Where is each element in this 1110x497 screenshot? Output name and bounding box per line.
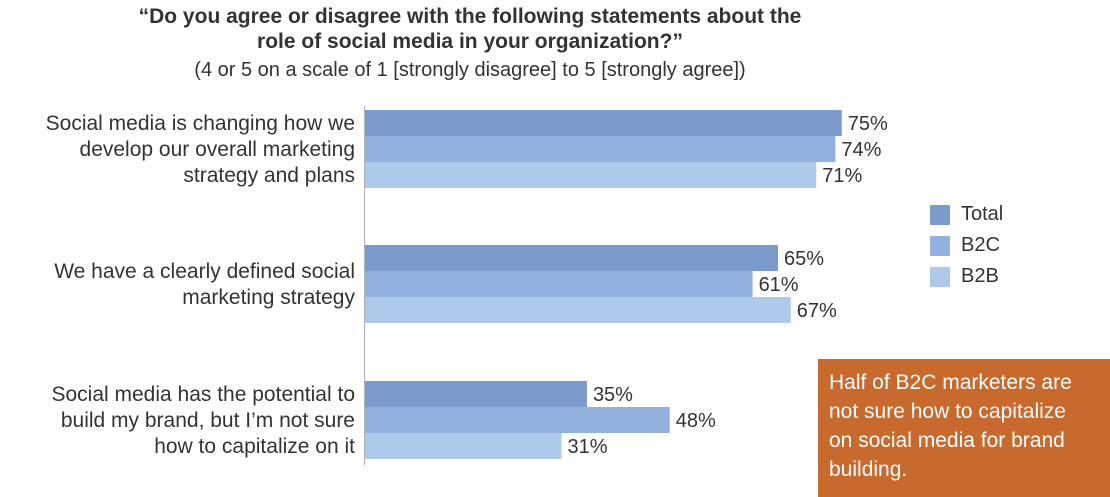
category-label-build-brand: how to capitalize on it [154,435,355,458]
category-label-defined-strategy: We have a clearly defined social [54,260,355,283]
bar-b2c-build-brand [364,407,670,433]
legend: Total B2C B2B [930,199,1003,292]
legend-item-total: Total [930,199,1003,230]
bar-b2b-build-brand [364,433,562,459]
callout-line-3: on social media for brand [829,429,1065,452]
legend-swatch-total [930,204,950,225]
value-label-b2c-defined-strategy: 61% [759,274,799,296]
category-label-changing-strategy: develop our overall marketing [80,138,355,161]
bar-total-build-brand [364,381,587,407]
legend-label-b2b: B2B [961,265,999,287]
bar-b2c-changing-strategy [364,136,836,162]
value-label-b2c-changing-strategy: 74% [841,139,881,161]
callout-line-1: Half of B2C marketers are [829,371,1072,394]
chart-subtitle: (4 or 5 on a scale of 1 [strongly disagr… [194,59,746,81]
legend-label-b2c: B2C [961,234,1000,256]
value-label-b2b-build-brand: 31% [567,436,607,458]
category-label-changing-strategy: Social media is changing how we [46,112,355,135]
value-label-total-changing-strategy: 75% [848,113,888,135]
category-label-build-brand: Social media has the potential to [51,383,355,406]
callout-box: Half of B2C marketers are not sure how t… [818,359,1110,497]
legend-item-b2b: B2B [930,261,1003,292]
value-label-b2c-build-brand: 48% [676,410,716,432]
callout-line-2: not sure how to capitalize [829,400,1066,423]
bar-total-defined-strategy [364,245,779,271]
legend-item-b2c: B2C [930,230,1003,261]
legend-label-total: Total [961,203,1004,225]
callout-line-4: building. [829,458,908,481]
bar-b2b-changing-strategy [364,162,817,188]
chart-title-line-2: role of social media in your organizatio… [257,30,683,53]
value-label-b2b-changing-strategy: 71% [822,165,862,187]
value-label-total-defined-strategy: 65% [784,248,824,270]
bar-b2c-defined-strategy [364,271,753,297]
bar-total-changing-strategy [364,110,842,136]
legend-swatch-b2c [930,235,950,256]
bar-b2b-defined-strategy [364,297,791,323]
chart-title-line-1: “Do you agree or disagree with the follo… [138,5,802,28]
value-label-total-build-brand: 35% [593,384,633,406]
legend-swatch-b2b [930,266,950,287]
value-label-b2b-defined-strategy: 67% [797,300,837,322]
category-label-defined-strategy: marketing strategy [182,286,355,309]
category-label-build-brand: build my brand, but I’m not sure [61,409,355,432]
category-label-changing-strategy: strategy and plans [183,164,355,187]
